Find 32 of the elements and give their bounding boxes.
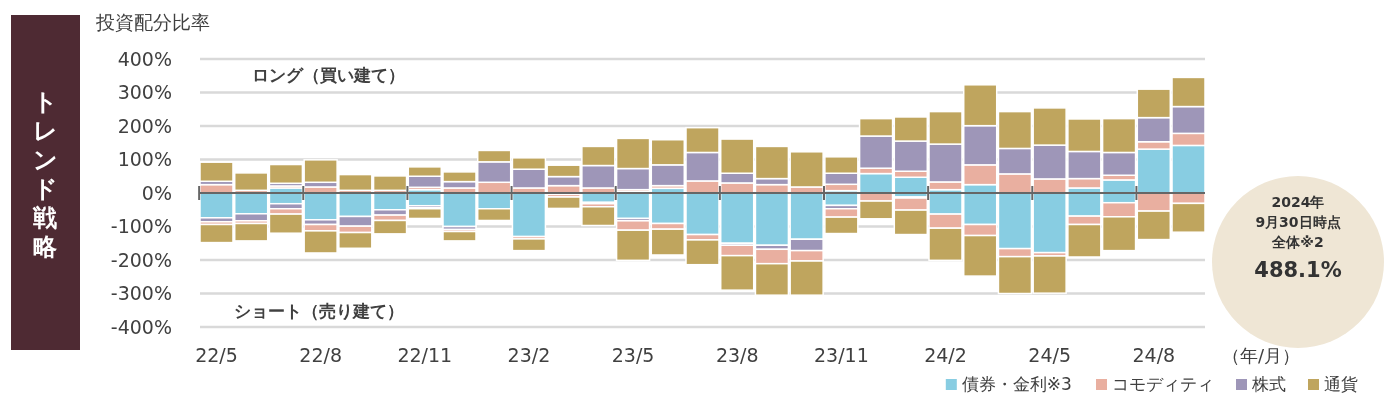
y-tick-label: 300% [117,81,172,104]
x-tick-label: 24/5 [1028,344,1071,366]
text: 488.1% [1254,258,1342,282]
x-tick-label: 22/11 [397,344,453,366]
annotation: ロング（買い建て） [252,65,405,85]
x-tick-label: 22/8 [299,344,342,366]
x-tick-label: 23/8 [715,344,759,366]
x-tick-label: 23/2 [507,344,551,366]
text: 2024年 [1271,194,1325,210]
x-tick-label: 24/2 [924,344,967,366]
x-tick-label: 24/8 [1132,344,1176,366]
y-tick-label: -100% [110,215,172,238]
text: 全体※2 [1271,234,1324,250]
legend-label: 債券・金利※3 [961,374,1072,394]
annotation: ショート（売り建て） [234,301,404,321]
legend-label: コモディティ [1112,374,1214,394]
y-axis-title: 投資配分比率 [95,11,210,33]
y-tick-label: 100% [117,148,172,171]
y-tick-label: 400% [117,47,172,70]
y-tick-label: -400% [110,315,172,338]
y-tick-label: 0% [141,181,172,204]
text: 9月30日時点 [1255,214,1341,230]
legend-label: 通貨 [1324,374,1358,394]
y-tick-label: -200% [110,248,172,271]
y-tick-label: -300% [110,282,172,305]
x-tick-label: 22/5 [195,344,238,366]
legend-label: 株式 [1251,374,1286,394]
x-axis-title: （年/月） [1222,345,1301,366]
x-tick-label: 23/11 [813,344,869,366]
x-tick-label: 23/5 [611,344,655,366]
y-tick-label: 200% [117,114,172,137]
text: トレンド戦略 [32,88,58,261]
